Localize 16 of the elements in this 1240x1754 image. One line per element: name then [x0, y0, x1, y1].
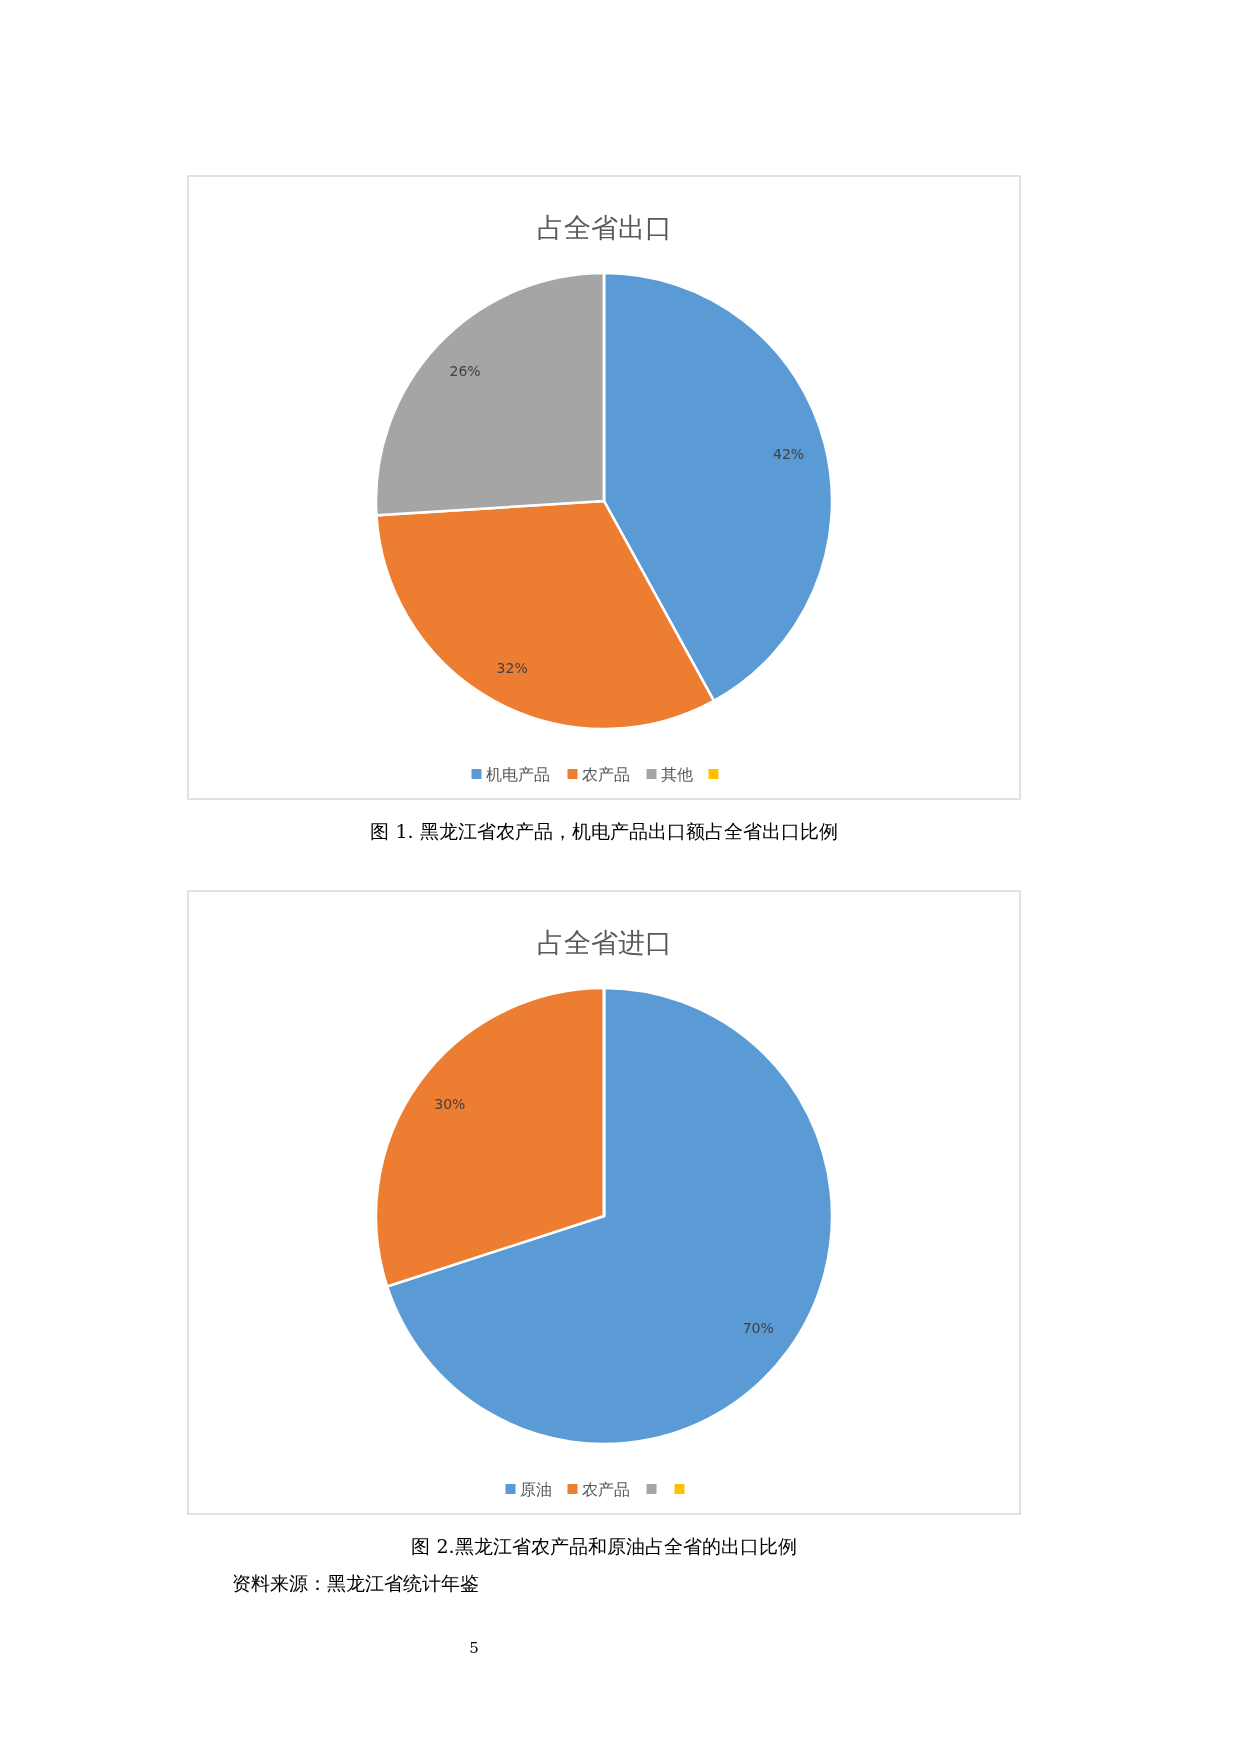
legend-label: 其他	[660, 765, 693, 784]
data-label: 70%	[742, 1320, 774, 1337]
legend-label: 农产品	[581, 1480, 630, 1499]
chart-title: 占全省出口	[536, 212, 672, 243]
chart-title: 占全省进口	[536, 927, 672, 958]
legend-label: 机电产品	[485, 765, 550, 784]
caption: 图 2.黑龙江省农产品和原油占全省的出口比例	[411, 1535, 797, 1557]
text: 资料来源：黑龙江省统计年鉴	[232, 1572, 479, 1594]
legend-label: 原油	[519, 1480, 552, 1499]
caption: 图 1. 黑龙江省农产品，机电产品出口额占全省出口比例	[370, 820, 838, 842]
legend-label: 农产品	[581, 765, 630, 784]
data-label: 42%	[773, 445, 805, 462]
text: 5	[469, 1639, 479, 1657]
data-label: 26%	[449, 362, 481, 379]
data-label: 30%	[434, 1095, 466, 1112]
data-label: 32%	[496, 660, 528, 677]
